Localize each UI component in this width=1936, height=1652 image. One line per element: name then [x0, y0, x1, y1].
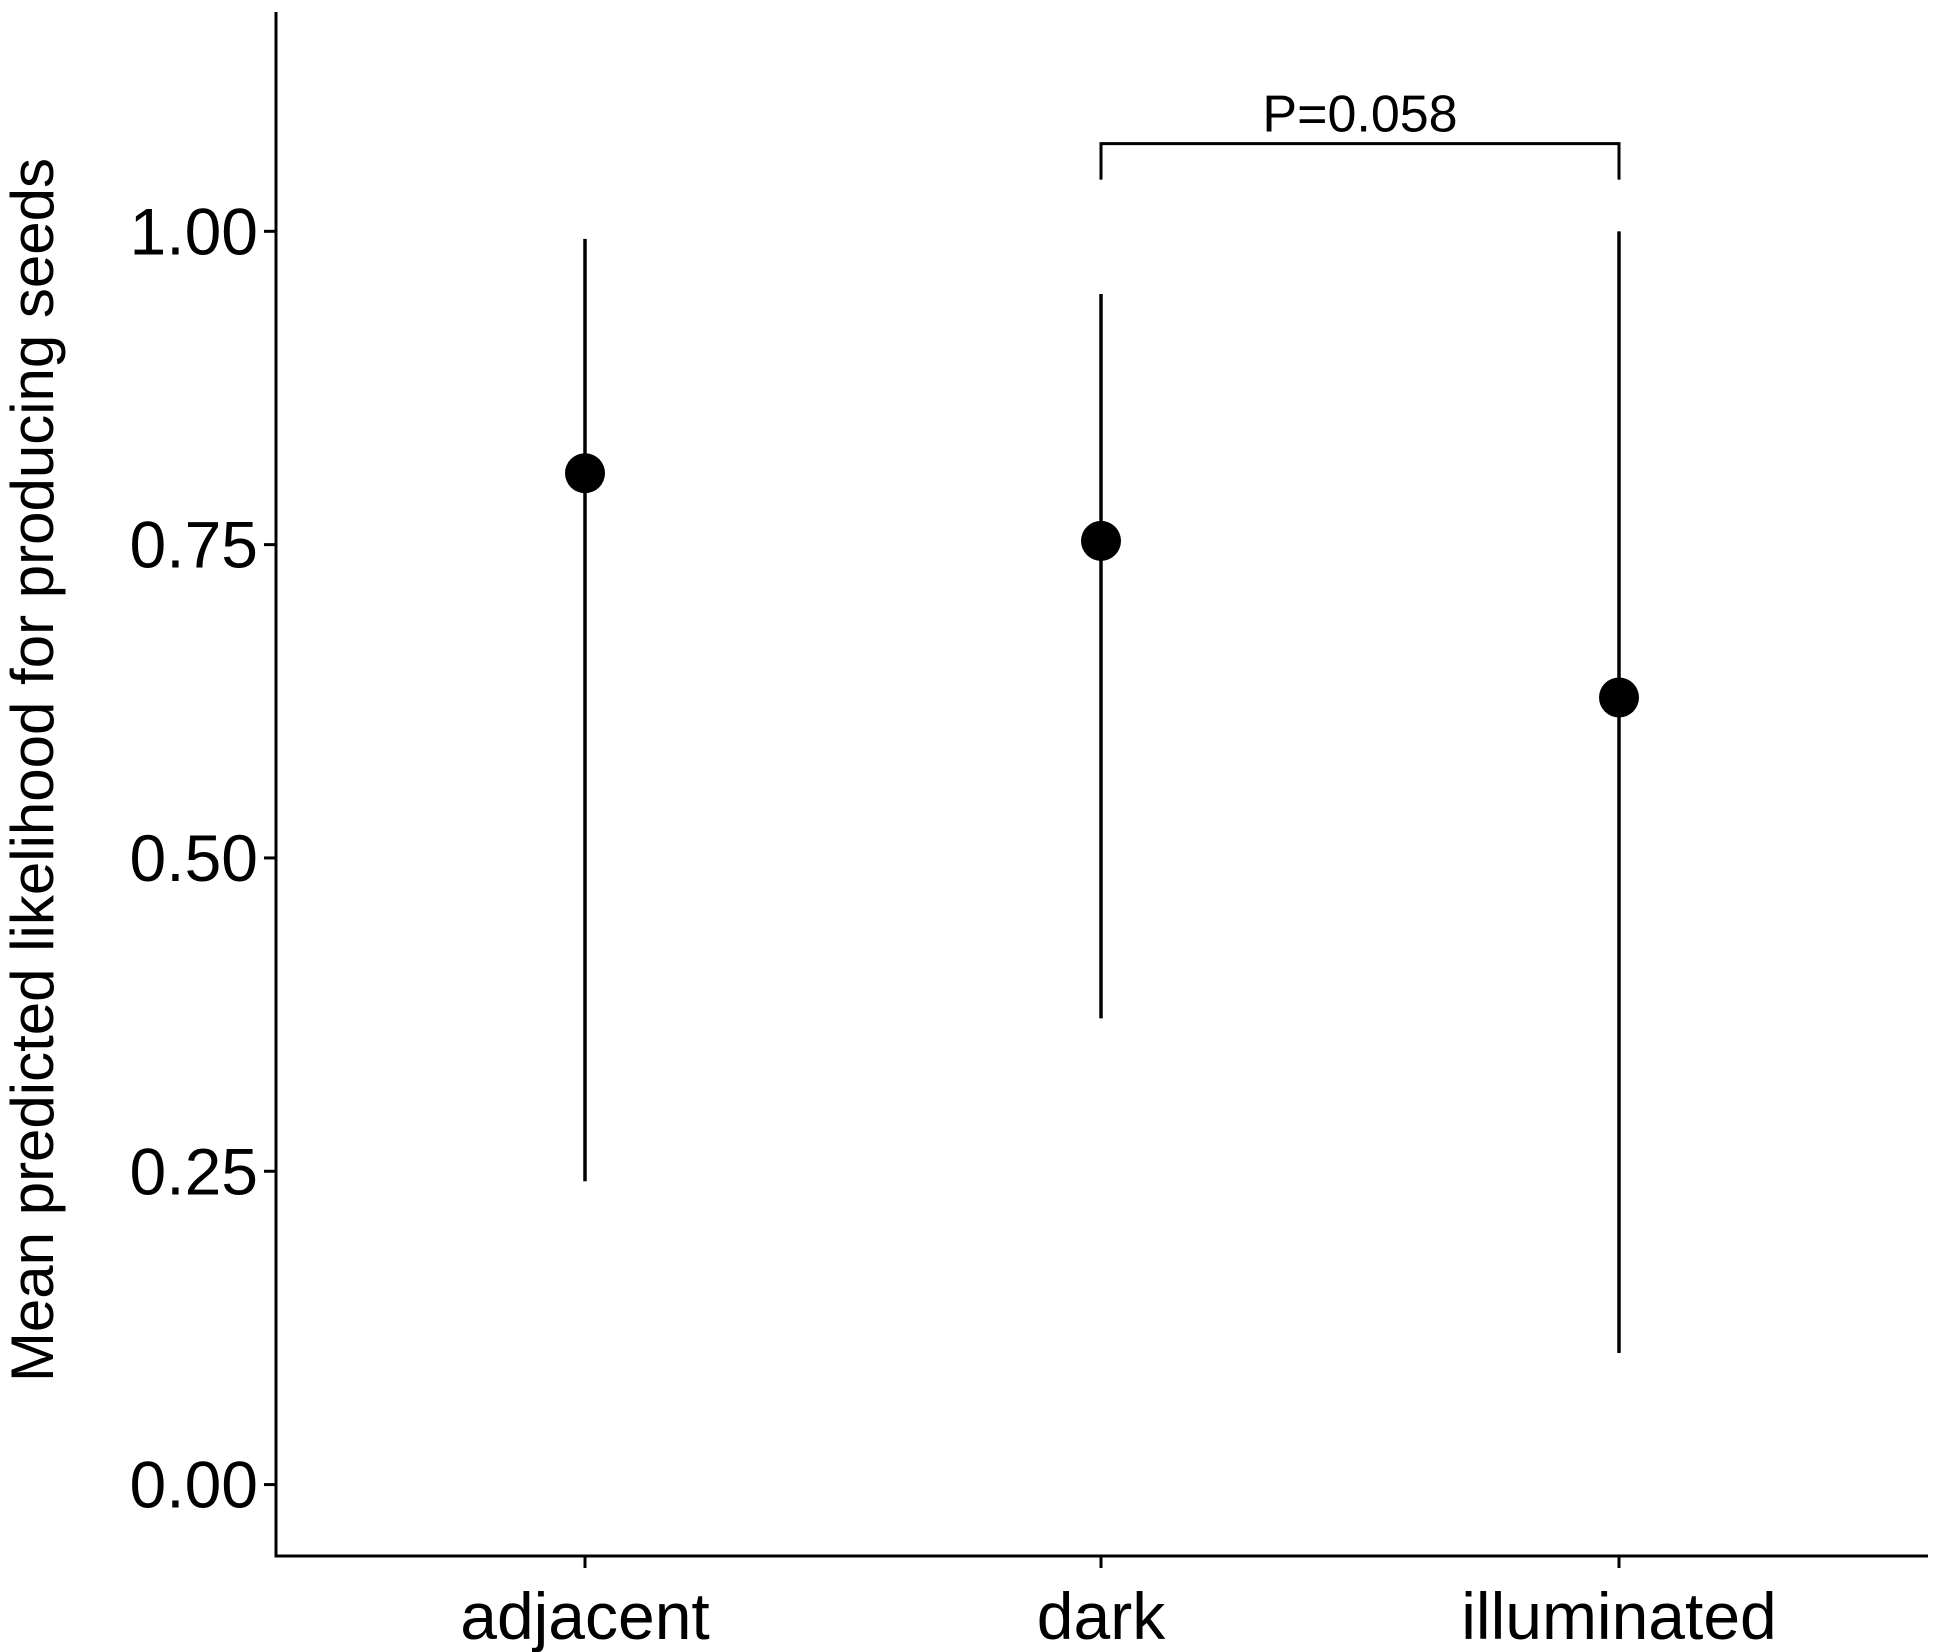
data-marks [565, 231, 1639, 1353]
y-tick-label: 0.75 [130, 508, 258, 582]
annotations: P=0.058 [1099, 86, 1621, 180]
point-illuminated [1599, 677, 1639, 718]
p-value-label: P=0.058 [1262, 86, 1457, 144]
significance-bracket [1099, 142, 1621, 180]
point-adjacent [565, 453, 605, 494]
y-axis-title: Mean predicted likelihood for producing … [0, 158, 66, 1382]
x-ticks: adjacent dark illuminated [460, 1556, 1777, 1652]
y-tick-label: 1.00 [130, 194, 258, 268]
x-tick-label: illuminated [1461, 1579, 1777, 1652]
y-ticks: 0.00 0.25 0.50 0.75 1.00 [130, 194, 276, 1522]
point-dark [1081, 520, 1121, 561]
y-tick-label: 0.50 [130, 821, 258, 895]
y-tick-label: 0.00 [130, 1448, 258, 1522]
x-tick-label: adjacent [460, 1579, 710, 1652]
y-tick-label: 0.25 [130, 1134, 258, 1208]
x-tick-label: dark [1037, 1579, 1166, 1652]
